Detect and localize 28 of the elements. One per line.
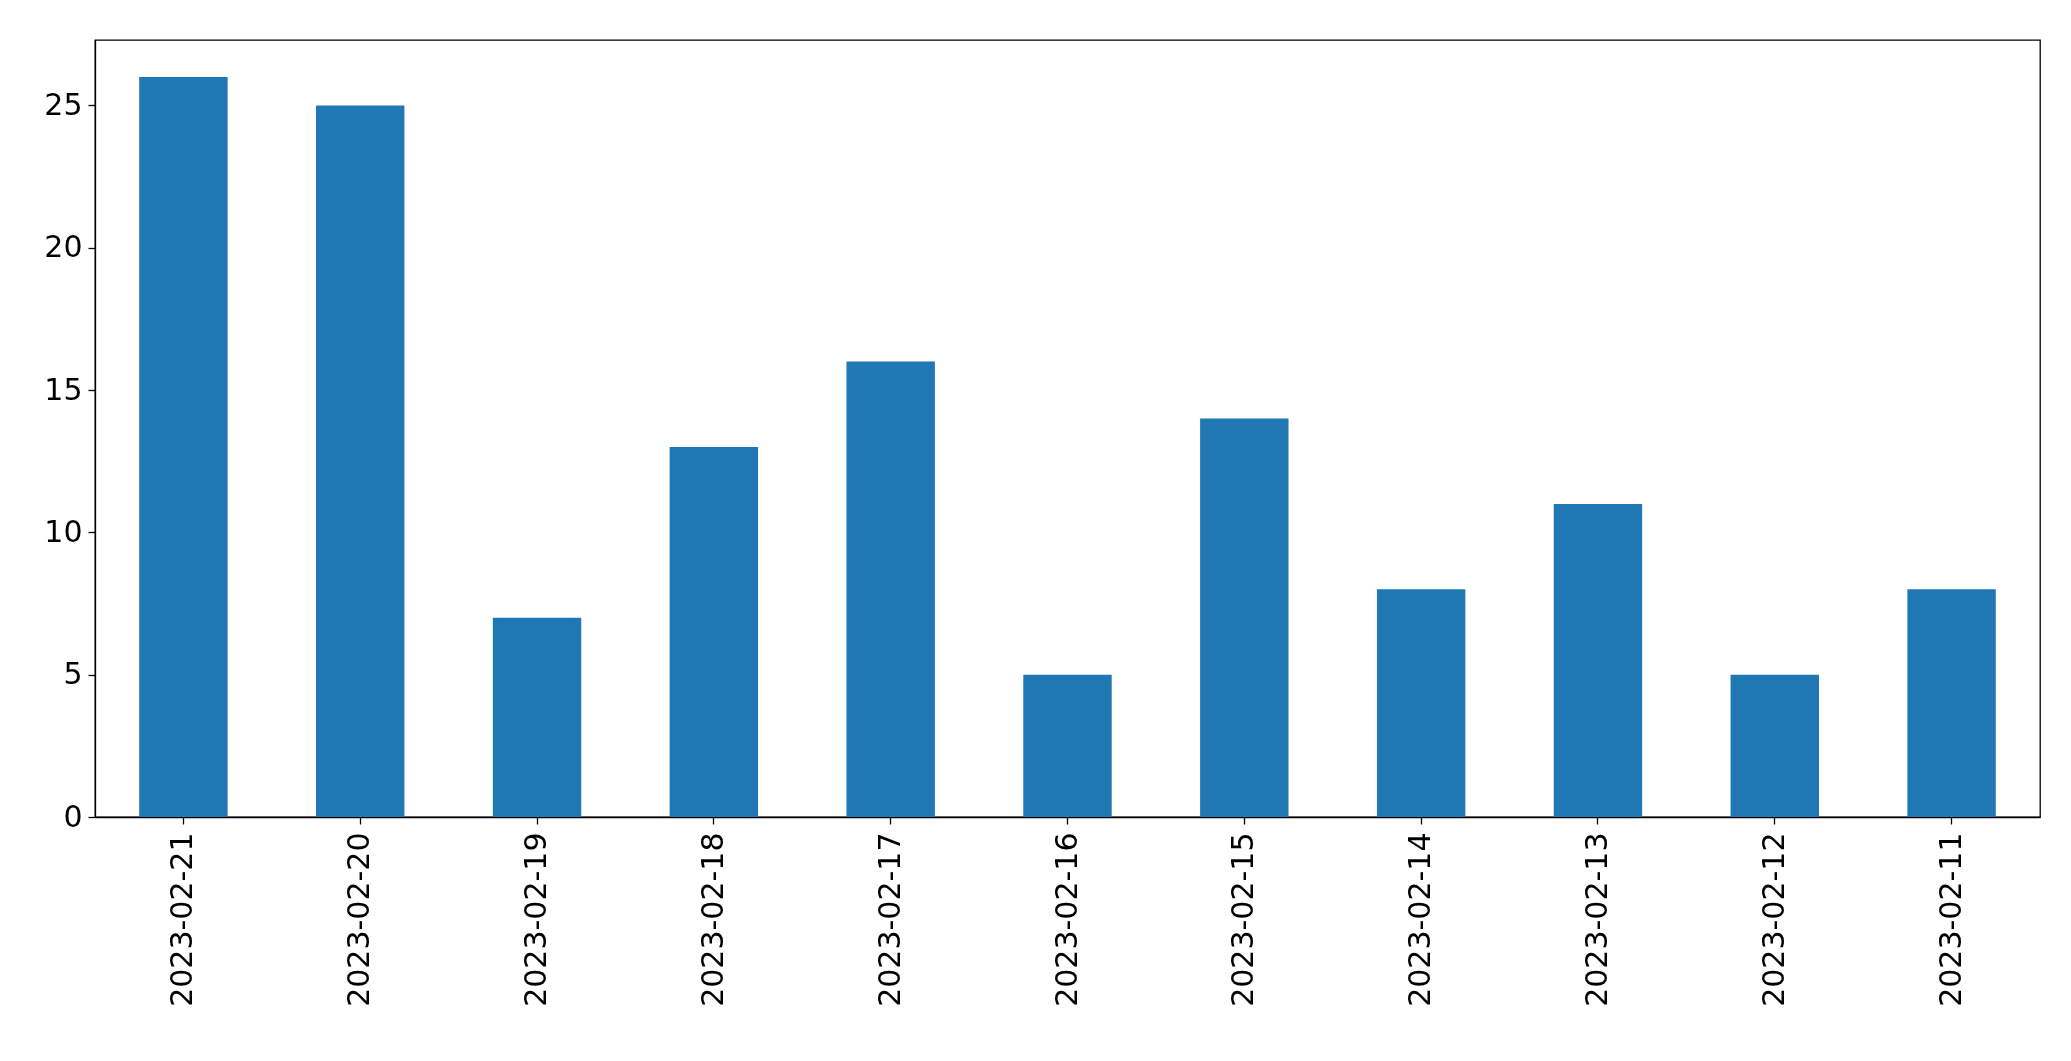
- x-tick-label: 2023-02-12: [1755, 832, 1791, 1007]
- bar: [846, 361, 935, 817]
- x-tick-label: 2023-02-14: [1402, 832, 1438, 1007]
- bar: [1200, 418, 1289, 817]
- x-tick-label: 2023-02-13: [1578, 832, 1614, 1007]
- x-tick-label: 2023-02-18: [694, 832, 730, 1007]
- y-tick-label: 20: [44, 229, 83, 265]
- y-tick-label: 15: [44, 371, 83, 407]
- bar: [492, 617, 582, 817]
- bar: [139, 77, 228, 817]
- y-tick-label: 10: [44, 513, 83, 549]
- x-tick-label: 2023-02-16: [1048, 832, 1084, 1007]
- bar: [669, 447, 759, 817]
- x-tick-label: 2023-02-11: [1932, 832, 1968, 1007]
- y-tick-label: 25: [44, 86, 83, 122]
- bar: [1553, 503, 1643, 817]
- x-tick-label: 2023-02-17: [871, 832, 907, 1007]
- y-tick-label: 5: [63, 656, 83, 692]
- bar: [1023, 674, 1112, 817]
- bar: [316, 105, 405, 817]
- x-tick-label: 2023-02-20: [341, 832, 377, 1007]
- bar: [1907, 589, 1996, 817]
- bar: [1730, 674, 1819, 817]
- x-tick-label: 2023-02-15: [1225, 832, 1261, 1007]
- x-tick-label: 2023-02-19: [518, 832, 554, 1007]
- bar: [1376, 589, 1466, 817]
- x-tick-label: 2023-02-21: [164, 832, 200, 1007]
- y-tick-label: 0: [63, 798, 83, 834]
